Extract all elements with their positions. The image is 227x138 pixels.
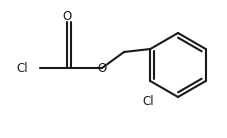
Text: Cl: Cl [16, 62, 28, 75]
Text: O: O [97, 62, 107, 75]
Text: Cl: Cl [143, 95, 154, 108]
Text: O: O [62, 10, 72, 22]
